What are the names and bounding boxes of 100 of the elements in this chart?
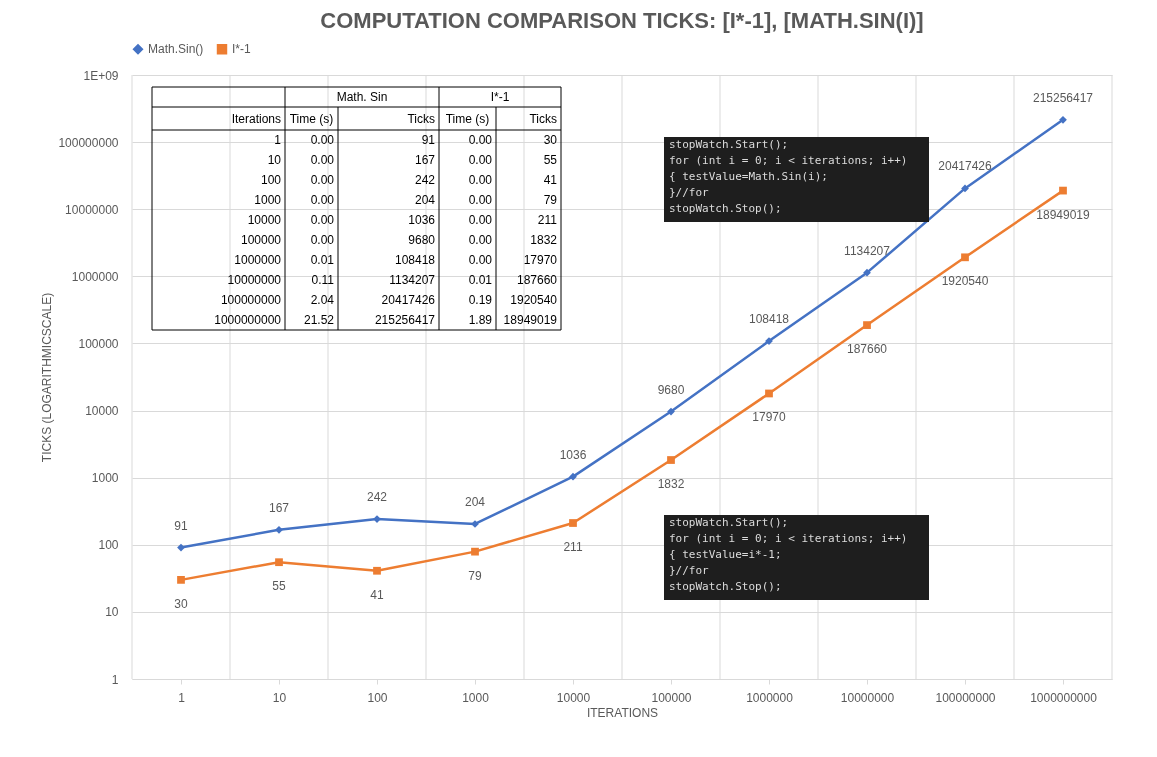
annotation: 211 [537, 213, 558, 227]
annotation: 0.00 [468, 233, 493, 247]
category-label: 10000 [247, 213, 281, 227]
y-tick-label: 10 [105, 605, 119, 620]
annotation: 215256417 [374, 313, 436, 327]
annotation: Ticks [407, 112, 435, 126]
data-label: 18949019 [1036, 207, 1091, 222]
data-label: 1920540 [941, 274, 989, 289]
annotation: 0.00 [468, 253, 493, 267]
y-tick-label: 100000 [78, 336, 119, 351]
y-tick-label: 100000000 [58, 135, 119, 150]
annotation: { testValue=Math.Sin(i); [669, 170, 828, 183]
annotation: Math. Sin [336, 90, 388, 104]
data-label: 91 [174, 518, 188, 533]
category-label: 100000 [240, 233, 281, 247]
annotation: Iterations [231, 112, 281, 126]
annotation: 0.00 [310, 133, 335, 147]
annotation: 0.00 [468, 173, 493, 187]
category-label: 1000 [254, 193, 281, 207]
annotation: 20417426 [381, 293, 436, 307]
annotation: 79 [543, 193, 558, 207]
data-label: 1134207 [844, 243, 891, 258]
legend-label: I*-1 [232, 42, 251, 57]
annotation: for (int i = 0; i < iterations; i++) [669, 532, 908, 545]
x-tick-label: 1 [178, 690, 186, 705]
annotation: 1036 [408, 213, 436, 227]
data-label: 17970 [752, 410, 787, 425]
annotation: 1.89 [468, 313, 493, 327]
annotation: 91 [421, 133, 436, 147]
annotation: stopWatch.Start(); [669, 138, 789, 151]
annotation: 187660 [516, 273, 558, 287]
annotation: 0.00 [310, 213, 335, 227]
annotation: 1920540 [510, 293, 558, 307]
data-label: 187660 [846, 342, 888, 357]
annotation: 21.52 [303, 313, 335, 327]
annotation: }//for [669, 564, 710, 577]
y-tick-label: 10000 [85, 404, 119, 419]
annotation: 0.00 [310, 233, 335, 247]
category-label: 100 [260, 173, 281, 187]
data-label: 55 [272, 579, 286, 594]
annotation: 0.19 [468, 293, 493, 307]
annotation: Ticks [529, 112, 557, 126]
annotation: 41 [543, 173, 558, 187]
data-label: 9680 [657, 382, 685, 397]
x-tick-label: 10000000 [840, 690, 895, 705]
annotation: 0.00 [310, 153, 335, 167]
data-label: 41 [370, 587, 384, 602]
annotation: 108418 [394, 253, 436, 267]
annotation: Time (s) [445, 112, 490, 126]
annotation: { testValue=i*-1; [669, 548, 782, 561]
data-label: 79 [468, 568, 482, 583]
category-label: 1000000000 [214, 313, 281, 327]
y-tick-label: 100 [98, 538, 119, 553]
data-label: 108418 [748, 312, 790, 327]
annotation: }//for [669, 186, 710, 199]
annotation: 0.00 [310, 193, 335, 207]
legend-label: Math.Sin() [148, 42, 204, 57]
x-tick-label: 10 [272, 690, 287, 705]
annotation: 0.00 [468, 133, 493, 147]
x-tick-label: 1000000 [746, 690, 794, 705]
y-tick-label: 1 [111, 672, 119, 687]
annotation: 9680 [408, 233, 436, 247]
annotation: stopWatch.Stop(); [669, 202, 782, 215]
annotation: stopWatch.Start(); [669, 516, 789, 529]
y-tick-label: 1000 [91, 471, 119, 486]
data-label: 1036 [559, 447, 587, 462]
data-label: 20417426 [938, 159, 993, 174]
x-tick-label: 100000 [651, 690, 692, 705]
data-label: 204 [464, 495, 486, 509]
annotation: 0.11 [311, 273, 335, 287]
annotation: I*-1 [490, 90, 510, 104]
y-tick-label: 10000000 [65, 202, 119, 217]
data-label: 167 [268, 500, 290, 515]
category-label: 1 [274, 133, 281, 147]
annotation: 242 [414, 173, 436, 187]
annotation: 0.00 [468, 193, 493, 207]
annotation: 0.01 [310, 253, 335, 267]
data-label: 215256417 [1032, 90, 1094, 105]
x-tick-label: 100000000 [935, 690, 996, 705]
annotation: 167 [414, 153, 436, 167]
annotation: for (int i = 0; i < iterations; i++) [669, 154, 908, 167]
x-axis-title: ITERATIONS [586, 705, 659, 720]
annotation: 0.01 [468, 273, 493, 287]
data-label: 1832 [657, 477, 685, 492]
annotation: 204 [414, 193, 436, 207]
annotation: 30 [543, 133, 558, 147]
annotation: stopWatch.Stop(); [669, 580, 782, 593]
data-label: 30 [174, 596, 188, 611]
x-tick-label: 10000 [556, 690, 591, 705]
annotation: 0.00 [468, 153, 493, 167]
annotation: 2.04 [310, 293, 335, 307]
y-tick-label: 1000000 [71, 269, 119, 284]
annotation: 0.00 [310, 173, 335, 187]
chart-title: COMPUTATION COMPARISON TICKS: [I*-1], [MATH.SIN(I)] [320, 8, 924, 33]
annotation: 0.00 [468, 213, 493, 227]
annotation: 18949019 [503, 313, 558, 327]
category-label: 1000000 [234, 253, 281, 267]
annotation: 55 [543, 153, 558, 167]
data-label: 211 [563, 540, 583, 555]
annotation: 1832 [530, 233, 558, 247]
